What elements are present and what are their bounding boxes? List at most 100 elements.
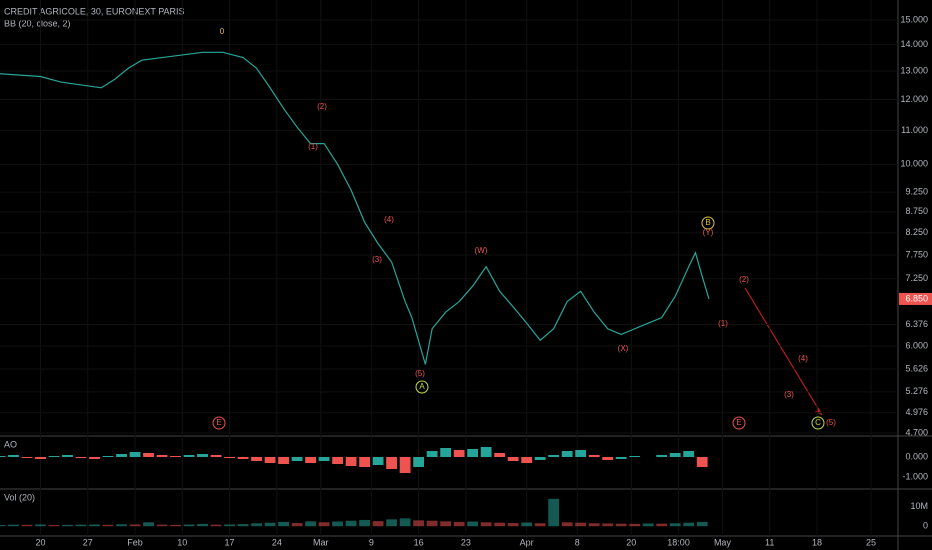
volume-bar: [386, 519, 398, 527]
ao-bar: [372, 457, 384, 465]
y-tick-label: 0.000: [905, 451, 928, 461]
y-tick-label: 4.976: [905, 407, 928, 417]
volume-bar: [156, 524, 168, 527]
volume-bar: [507, 523, 519, 527]
volume-bar: [291, 523, 303, 527]
volume-bar: [548, 498, 560, 527]
wave-label: E: [216, 418, 221, 427]
wave-label: (1): [718, 319, 728, 328]
volume-bar: [8, 524, 19, 527]
volume-bar: [440, 521, 452, 527]
y-tick-label: 5.276: [905, 386, 928, 396]
y-tick-label: 7.250: [905, 273, 928, 283]
y-tick-label: 13.000: [900, 65, 928, 75]
ao-bar: [156, 455, 168, 457]
wave-circle: [811, 416, 825, 430]
ao-bar: [683, 451, 695, 457]
chart-title: CREDIT AGRICOLE, 30, EURONEXT PARIS: [4, 6, 185, 16]
wave-circle: [212, 416, 226, 430]
ao-bar: [210, 455, 222, 457]
volume-bar: [305, 521, 316, 527]
wave-label: (3): [372, 255, 382, 264]
y-tick-label: 5.626: [905, 363, 928, 373]
ao-bar: [143, 453, 154, 457]
wave-label: (4): [384, 215, 394, 224]
x-tick-label: 8: [575, 537, 580, 547]
ao-bar: [602, 457, 614, 460]
ao-bar: [62, 455, 73, 457]
ao-bar: [251, 457, 262, 461]
volume-bar: [143, 522, 154, 527]
ao-bar: [615, 457, 627, 459]
ao-bar: [440, 448, 452, 457]
x-tick-label: 10: [177, 537, 187, 547]
volume-bar: [561, 522, 573, 527]
ao-bar: [264, 457, 276, 463]
ao-bar: [629, 456, 641, 457]
ao-bar: [345, 457, 357, 466]
volume-bar: [318, 522, 330, 527]
volume-bar: [669, 523, 681, 527]
ao-bar: [548, 455, 560, 457]
volume-bar: [696, 521, 708, 527]
wave-label: (5): [826, 418, 836, 427]
price-line: [0, 51, 710, 365]
indicator-label: BB (20, close, 2): [4, 18, 71, 28]
x-tick-label: 23: [461, 537, 471, 547]
wave-label: (5): [415, 369, 425, 378]
x-tick-label: 27: [83, 537, 93, 547]
wave-label: (W): [475, 246, 488, 255]
projection-arrow: [744, 287, 823, 416]
volume-bar: [129, 524, 141, 527]
last-price-box: [899, 292, 932, 305]
volume-bar: [345, 520, 357, 527]
volume-bar: [278, 521, 289, 527]
volume-bar: [102, 524, 114, 527]
ao-bar: [386, 457, 398, 469]
last-price-label: 6.850: [905, 293, 928, 303]
volume-bar: [183, 524, 195, 527]
volume-bar: [480, 522, 492, 527]
ao-bar: [480, 447, 492, 457]
x-tick-label: Mar: [313, 537, 329, 547]
wave-label: (4): [798, 354, 808, 363]
y-tick-label: 8.750: [905, 206, 928, 216]
y-tick-label: 14.000: [900, 39, 928, 49]
ao-bar: [237, 457, 249, 459]
volume-bar: [683, 522, 695, 527]
volume-bar: [21, 524, 33, 527]
ao-bar: [426, 451, 438, 457]
ao-bar: [575, 450, 587, 457]
ao-bar: [561, 451, 573, 457]
x-tick-label: Feb: [127, 537, 143, 547]
volume-bar: [615, 523, 627, 527]
volume-bar: [602, 523, 614, 527]
y-tick-label: 9.250: [905, 186, 928, 196]
y-tick-label: 7.750: [905, 249, 928, 259]
ao-bar: [48, 456, 60, 457]
wave-label: (Y): [703, 228, 714, 237]
volume-bar: [359, 519, 371, 527]
wave-label: (3): [784, 390, 794, 399]
volume-bar: [251, 523, 262, 527]
volume-bar: [237, 524, 249, 527]
ao-bar: [129, 452, 141, 457]
volume-bar: [521, 522, 533, 527]
volume-bar: [534, 523, 546, 527]
ao-bar: [75, 457, 87, 458]
volume-bar: [413, 520, 425, 527]
wave-label: (1): [308, 142, 318, 151]
pane-title: Vol (20): [4, 492, 35, 502]
ao-bar: [453, 450, 465, 457]
ao-bar: [656, 455, 668, 457]
ao-bar: [399, 457, 411, 473]
y-tick-label: 6.000: [905, 340, 928, 350]
wave-label: 0: [220, 27, 225, 36]
volume-bar: [642, 523, 654, 527]
arrowhead: [815, 408, 822, 415]
ao-bar: [89, 457, 100, 459]
ao-bar: [35, 457, 46, 459]
ao-bar: [332, 457, 343, 464]
ao-bar: [507, 457, 519, 461]
ao-bar: [494, 453, 506, 457]
